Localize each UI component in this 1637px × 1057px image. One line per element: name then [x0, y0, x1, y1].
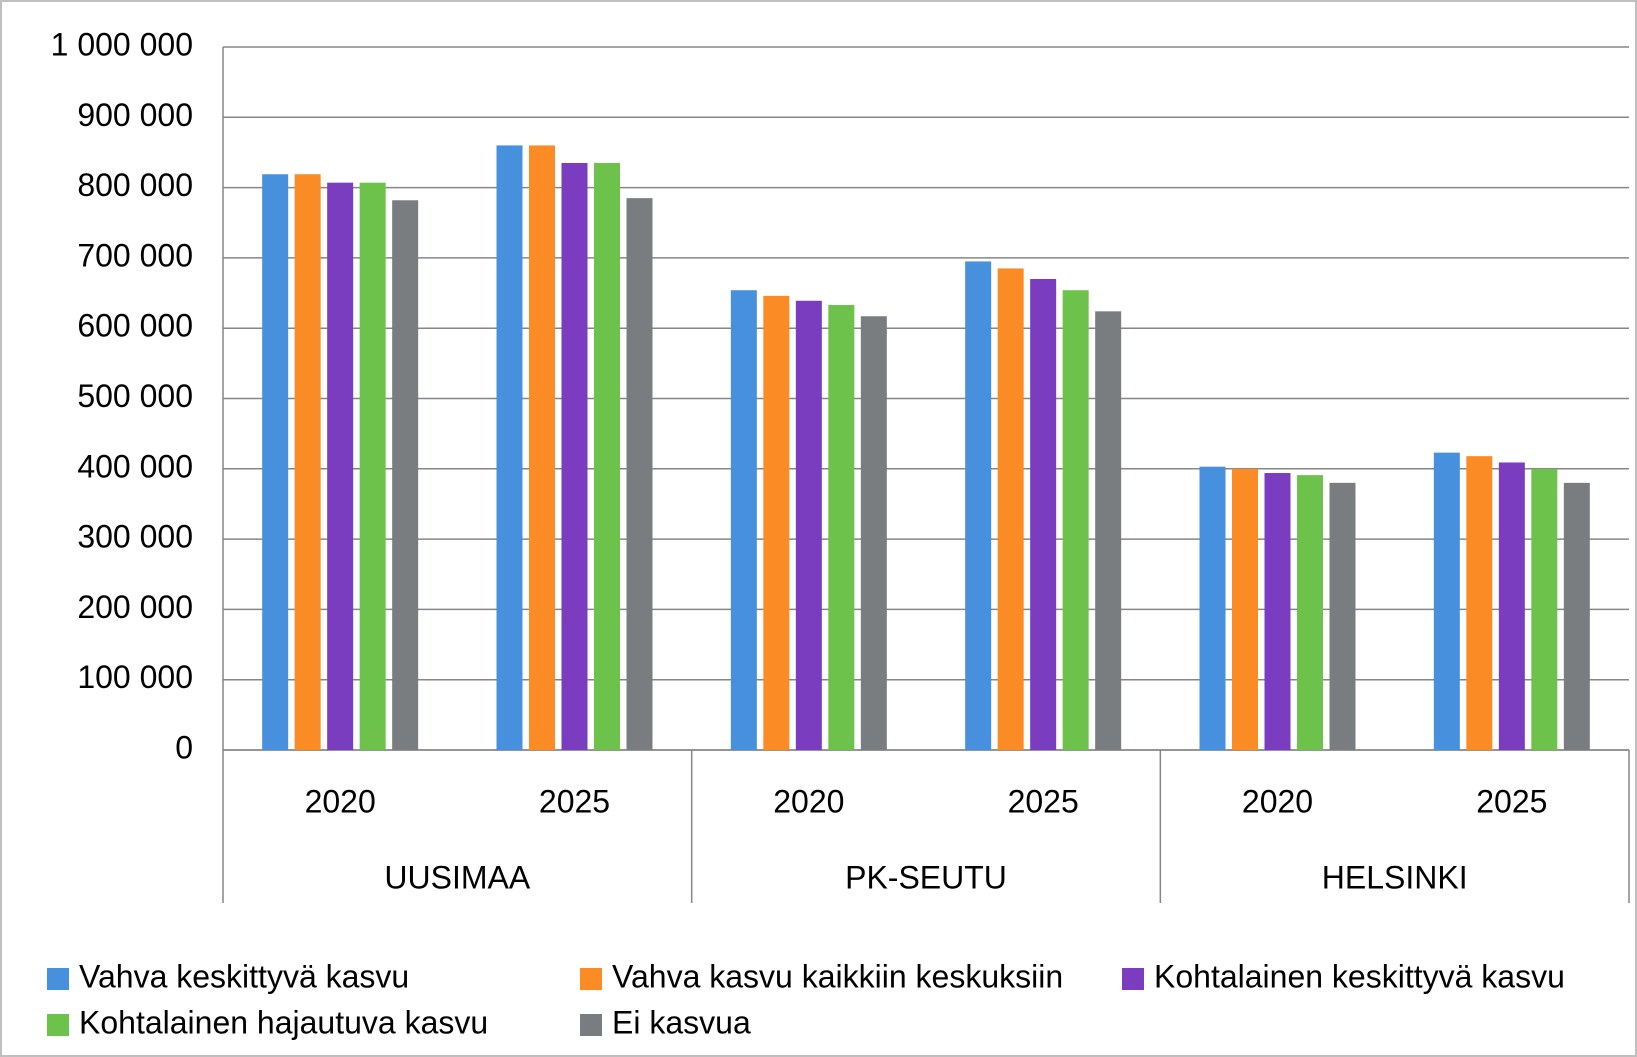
- bar: [1264, 473, 1291, 750]
- bar: [392, 200, 419, 750]
- x-tick-label: 2025: [539, 783, 610, 819]
- bar: [529, 145, 555, 751]
- bar: [594, 162, 620, 750]
- x-tick-label: 2020: [305, 783, 376, 819]
- x-tick-label: 2020: [1242, 783, 1313, 819]
- legend-swatch: [47, 968, 69, 990]
- bar: [626, 198, 653, 750]
- y-tick-label: 200 000: [77, 589, 193, 625]
- legend-swatch: [47, 1014, 69, 1036]
- bar: [997, 268, 1024, 750]
- legend-swatch: [580, 1014, 602, 1036]
- legend-label: Kohtalainen hajautuva kasvu: [79, 1004, 488, 1040]
- y-tick-label: 0: [175, 729, 193, 765]
- x-tick-label: 2025: [1008, 783, 1079, 819]
- y-tick-label: 800 000: [77, 167, 193, 203]
- y-tick-label: 700 000: [77, 237, 193, 273]
- legend-swatch: [580, 968, 602, 990]
- x-tick-label: 2025: [1476, 783, 1547, 819]
- bar: [1297, 475, 1323, 750]
- bar: [828, 305, 855, 750]
- legend-label: Kohtalainen keskittyvä kasvu: [1154, 958, 1565, 994]
- y-tick-label: 1 000 000: [51, 26, 193, 62]
- y-tick-label: 500 000: [77, 378, 193, 414]
- bar: [860, 316, 887, 750]
- x-tick-label: 2020: [773, 783, 844, 819]
- bar: [496, 145, 523, 751]
- bar: [1466, 456, 1493, 750]
- bar: [1433, 452, 1460, 750]
- bar: [327, 182, 354, 750]
- bar: [294, 174, 321, 751]
- legend-label: Vahva kasvu kaikkiin keskuksiin: [612, 958, 1063, 994]
- bar: [763, 295, 790, 750]
- y-tick-label: 300 000: [77, 519, 193, 555]
- bar: [1232, 468, 1258, 750]
- bar: [965, 261, 992, 750]
- legend-label: Vahva keskittyvä kasvu: [79, 958, 409, 994]
- y-tick-label: 600 000: [77, 308, 193, 344]
- bar: [1498, 462, 1525, 750]
- bar: [1329, 482, 1356, 750]
- legend-swatch: [1122, 968, 1144, 990]
- y-tick-label: 100 000: [77, 659, 193, 695]
- bar: [561, 162, 588, 750]
- bar: [1095, 311, 1122, 750]
- legend-label: Ei kasvua: [612, 1004, 751, 1040]
- bar: [1531, 468, 1558, 750]
- bar: [730, 290, 757, 750]
- group-label: HELSINKI: [1322, 859, 1468, 895]
- bar: [1563, 482, 1590, 750]
- bar: [262, 174, 289, 751]
- bar: [359, 182, 386, 750]
- bar: [1199, 466, 1226, 750]
- group-label: PK-SEUTU: [845, 859, 1007, 895]
- group-label: UUSIMAA: [384, 859, 530, 895]
- y-tick-label: 900 000: [77, 97, 193, 133]
- bar: [795, 300, 822, 750]
- y-tick-label: 400 000: [77, 448, 193, 484]
- bar: [1030, 278, 1057, 750]
- bar: [1062, 290, 1089, 750]
